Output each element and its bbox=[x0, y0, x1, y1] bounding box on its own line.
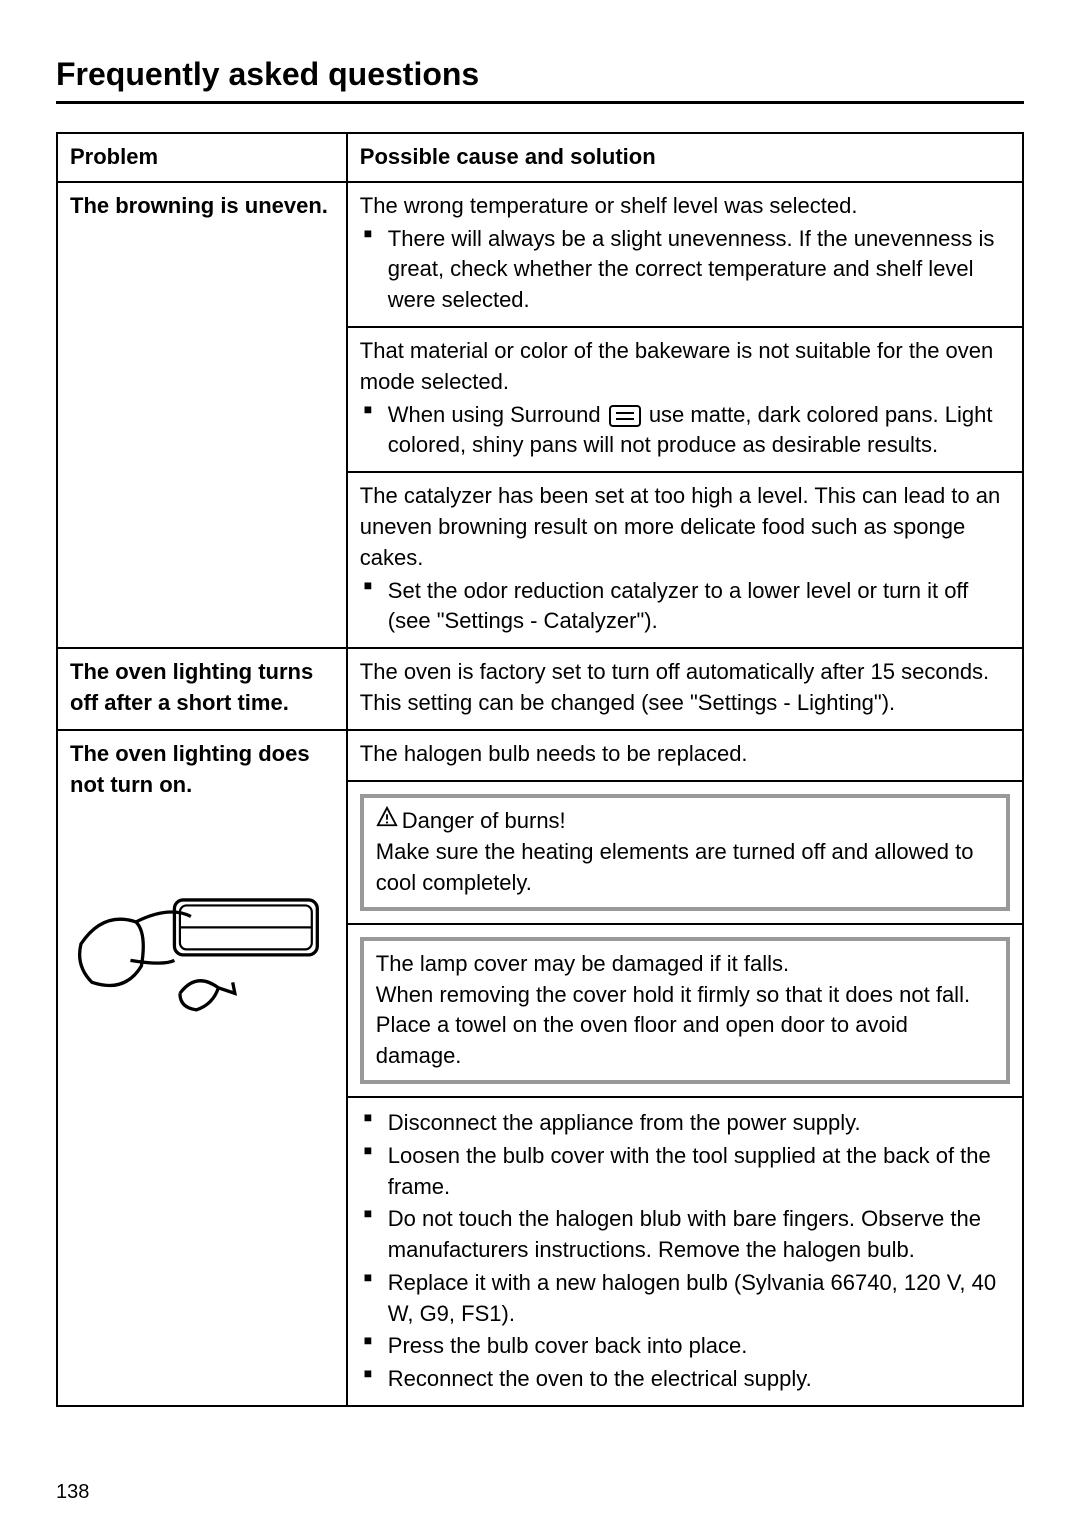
surround-icon bbox=[609, 405, 641, 427]
warning-title: Danger of burns! bbox=[402, 808, 566, 833]
faq-table: Problem Possible cause and solution The … bbox=[56, 132, 1024, 1407]
solution-intro: The halogen bulb needs to be replaced. bbox=[360, 739, 1010, 770]
bullet-item: Reconnect the oven to the electrical sup… bbox=[360, 1364, 1010, 1395]
solution-browning-3: The catalyzer has been set at too high a… bbox=[347, 472, 1023, 648]
bullet-item: Disconnect the appliance from the power … bbox=[360, 1108, 1010, 1139]
header-problem: Problem bbox=[57, 133, 347, 182]
bulb-removal-diagram bbox=[70, 812, 334, 1032]
bullet-item: Replace it with a new halogen bulb (Sylv… bbox=[360, 1268, 1010, 1330]
bullet-list: Disconnect the appliance from the power … bbox=[360, 1108, 1010, 1395]
solution-intro: The wrong temperature or shelf level was… bbox=[360, 191, 1010, 222]
page-title: Frequently asked questions bbox=[56, 56, 1024, 104]
bullet-item: When using Surround use matte, dark colo… bbox=[360, 400, 1010, 462]
solution-lighting-off: The oven is factory set to turn off auto… bbox=[347, 648, 1023, 730]
bullet-list: When using Surround use matte, dark colo… bbox=[360, 400, 1010, 462]
bullet-item: Loosen the bulb cover with the tool supp… bbox=[360, 1141, 1010, 1203]
problem-browning: The browning is uneven. bbox=[57, 182, 347, 648]
problem-text: The oven lighting does not turn on. bbox=[70, 741, 310, 797]
warning-box: Danger of burns! Make sure the heating e… bbox=[360, 794, 1010, 911]
solution-lighting-noton-1: The halogen bulb needs to be replaced. bbox=[347, 730, 1023, 781]
header-solution: Possible cause and solution bbox=[347, 133, 1023, 182]
bullet-item: There will always be a slight unevenness… bbox=[360, 224, 1010, 316]
page-number: 138 bbox=[56, 1481, 89, 1504]
problem-lighting-noton: The oven lighting does not turn on. bbox=[57, 730, 347, 1406]
bullet-item: Press the bulb cover back into place. bbox=[360, 1331, 1010, 1362]
solution-intro: The catalyzer has been set at too high a… bbox=[360, 481, 1010, 573]
solution-intro: That material or color of the bakeware i… bbox=[360, 336, 1010, 398]
bullet-item: Set the odor reduction catalyzer to a lo… bbox=[360, 576, 1010, 638]
problem-lighting-off: The oven lighting turns off after a shor… bbox=[57, 648, 347, 730]
solution-browning-2: That material or color of the bakeware i… bbox=[347, 327, 1023, 472]
warning-text: The lamp cover may be damaged if it fall… bbox=[376, 951, 970, 1068]
warning-text: Make sure the heating elements are turne… bbox=[376, 839, 974, 895]
bullet-item: Do not touch the halogen blub with bare … bbox=[360, 1204, 1010, 1266]
bullet-list: Set the odor reduction catalyzer to a lo… bbox=[360, 576, 1010, 638]
solution-intro: The oven is factory set to turn off auto… bbox=[360, 657, 1010, 719]
bullet-prefix: When using Surround bbox=[388, 402, 607, 427]
solution-lighting-noton-2: Danger of burns! Make sure the heating e… bbox=[347, 781, 1023, 1407]
bullet-list: There will always be a slight unevenness… bbox=[360, 224, 1010, 316]
solution-browning-1: The wrong temperature or shelf level was… bbox=[347, 182, 1023, 327]
warning-icon bbox=[376, 806, 398, 837]
warning-box: The lamp cover may be damaged if it fall… bbox=[360, 937, 1010, 1084]
